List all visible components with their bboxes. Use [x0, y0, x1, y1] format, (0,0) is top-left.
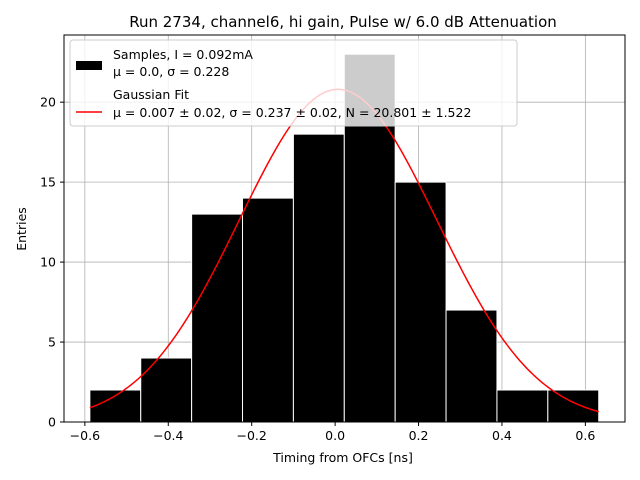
x-axis-title: Timing from OFCs [ns]	[272, 450, 413, 465]
y-tick-label-1: 5	[48, 335, 56, 350]
y-tick-label-4: 20	[40, 95, 56, 110]
histogram-bar-4	[292, 133, 345, 423]
y-axis-ticks: 0 5 10 15 20	[40, 95, 64, 430]
histogram-bar-8	[496, 389, 549, 423]
histogram-bar-1	[140, 357, 193, 423]
y-axis-title: Entries	[14, 207, 29, 251]
plot-frame	[63, 34, 626, 423]
legend-swatch-samples	[76, 61, 102, 70]
x-tick-label-0: −0.6	[70, 428, 100, 443]
histogram-bar-2	[191, 213, 244, 423]
histogram-bar-3	[242, 197, 294, 423]
x-tick-label-6: 0.6	[575, 428, 595, 443]
x-tick-label-1: −0.4	[153, 428, 183, 443]
histogram-bar-7	[445, 309, 498, 423]
y-tick-label-2: 10	[40, 255, 56, 270]
histogram-bar-0	[89, 389, 142, 423]
x-tick-label-5: 0.4	[492, 428, 512, 443]
x-tick-label-3: 0.0	[325, 428, 345, 443]
legend: Samples, I = 0.092mA μ = 0.0, σ = 0.228 …	[69, 39, 518, 127]
histogram-bars	[89, 53, 600, 423]
histogram-bar-9	[547, 389, 600, 423]
x-tick-label-2: −0.2	[237, 428, 267, 443]
x-axis-ticks: −0.6 −0.4 −0.2 0.0 0.2 0.4 0.6	[70, 422, 595, 443]
chart-title: Run 2734, channel6, hi gain, Pulse w/ 6.…	[129, 13, 557, 31]
y-tick-label-0: 0	[48, 415, 56, 430]
legend-label-fit-stats: μ = 0.007 ± 0.02, σ = 0.237 ± 0.02, N = …	[113, 105, 471, 120]
y-tick-label-3: 15	[40, 175, 56, 190]
histogram-bar-6	[394, 181, 447, 423]
legend-label-fit: Gaussian Fit	[113, 87, 189, 102]
x-tick-label-4: 0.2	[409, 428, 429, 443]
legend-label-samples-stats: μ = 0.0, σ = 0.228	[113, 64, 229, 79]
legend-box	[69, 39, 518, 127]
legend-label-samples: Samples, I = 0.092mA	[113, 47, 253, 62]
